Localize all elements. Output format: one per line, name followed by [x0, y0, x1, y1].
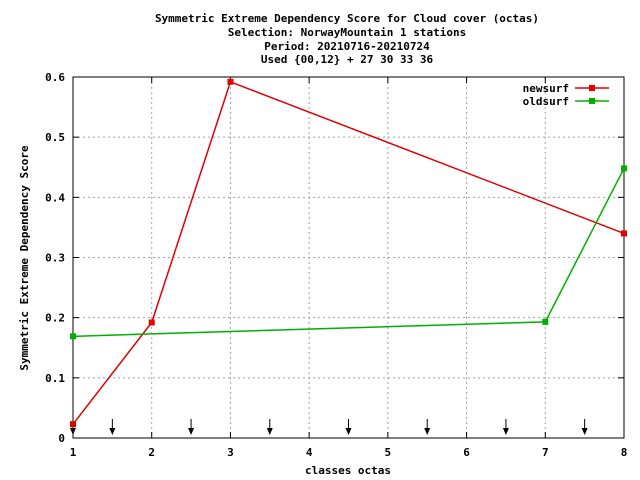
data-point-newsurf	[148, 319, 155, 326]
down-arrow-marker	[581, 419, 588, 435]
legend-entry-oldsurf: oldsurf	[523, 95, 609, 108]
data-point-newsurf	[621, 230, 627, 237]
series-oldsurf	[70, 165, 627, 340]
y-tick-label: 0	[58, 432, 65, 445]
x-tick-label: 7	[542, 446, 549, 459]
chart-title: Symmetric Extreme Dependency Score for C…	[155, 12, 539, 66]
series-line-newsurf	[72, 80, 625, 425]
down-arrow-marker	[188, 419, 195, 435]
title-line-4: Used {00,12} + 27 30 33 36	[261, 53, 434, 66]
grid	[73, 77, 624, 438]
data-point-newsurf	[227, 78, 234, 85]
y-tick-label: 0.5	[45, 131, 65, 144]
title-line-1: Symmetric Extreme Dependency Score for C…	[155, 12, 539, 25]
y-tick-label: 0.6	[45, 71, 65, 84]
y-axis-label: Symmetric Extreme Dependency Score	[18, 145, 31, 371]
x-tick-label: 6	[463, 446, 470, 459]
title-line-2: Selection: NorwayMountain 1 stations	[228, 26, 466, 39]
x-tick-label: 5	[385, 446, 392, 459]
y-tick-label: 0.1	[45, 372, 65, 385]
y-tick-label: 0.4	[45, 191, 65, 204]
data-point-newsurf	[70, 421, 76, 428]
y-tick-label: 0.3	[45, 252, 65, 265]
title-line-3: Period: 20210716-20210724	[264, 40, 430, 53]
y-axis: 0 0.1 0.2 0.3 0.4 0.5 0.6	[45, 71, 624, 445]
x-tick-label: 8	[621, 446, 628, 459]
legend-swatch-point	[589, 98, 595, 104]
y-tick-label: 0.2	[45, 312, 65, 325]
x-tick-label: 1	[70, 446, 77, 459]
series-layer	[70, 78, 627, 428]
down-arrow-marker	[345, 419, 352, 435]
x-axis-label: classes octas	[305, 464, 391, 477]
arrow-markers	[70, 419, 588, 435]
down-arrow-marker	[266, 419, 273, 435]
x-tick-label: 4	[306, 446, 313, 459]
data-point-oldsurf	[542, 318, 549, 325]
legend-swatch-point	[589, 85, 595, 91]
data-point-oldsurf	[621, 165, 627, 172]
x-tick-label: 2	[148, 446, 155, 459]
legend-entry-newsurf: newsurf	[523, 82, 609, 95]
down-arrow-marker	[502, 419, 509, 435]
x-tick-label: 3	[227, 446, 234, 459]
data-point-oldsurf	[70, 333, 76, 340]
down-arrow-marker	[424, 419, 431, 435]
legend-label: oldsurf	[523, 95, 569, 108]
series-newsurf	[70, 78, 627, 428]
down-arrow-marker	[109, 419, 116, 435]
x-axis: 1 2 3 4 5 6 7 8	[70, 77, 628, 459]
legend-label: newsurf	[523, 82, 569, 95]
